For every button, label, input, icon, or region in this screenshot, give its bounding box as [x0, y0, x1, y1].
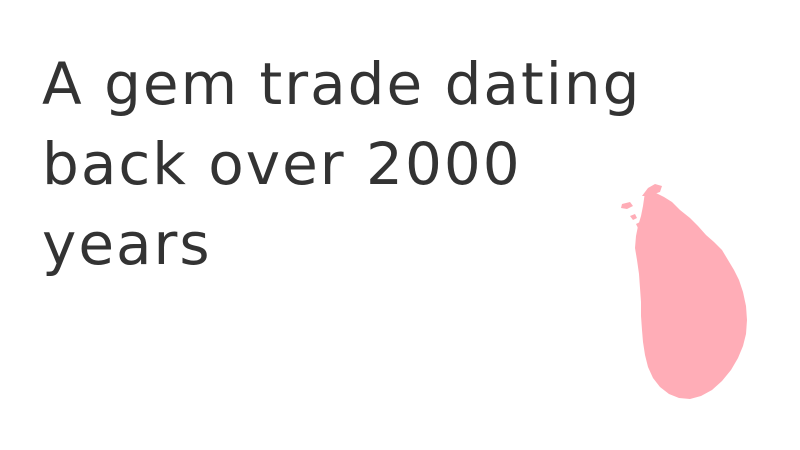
- peninsula-shape: [642, 184, 662, 196]
- headline-line-2: back over 2000: [42, 130, 522, 198]
- headline-line-3: years: [42, 210, 212, 278]
- headline: A gem trade dating back over 2000 years: [42, 44, 762, 284]
- sri-lanka-island-icon: [621, 184, 747, 399]
- island-shape: [635, 192, 747, 399]
- headline-line-1: A gem trade dating: [42, 50, 642, 118]
- islet-shape: [630, 214, 637, 220]
- islet-shape: [621, 202, 633, 209]
